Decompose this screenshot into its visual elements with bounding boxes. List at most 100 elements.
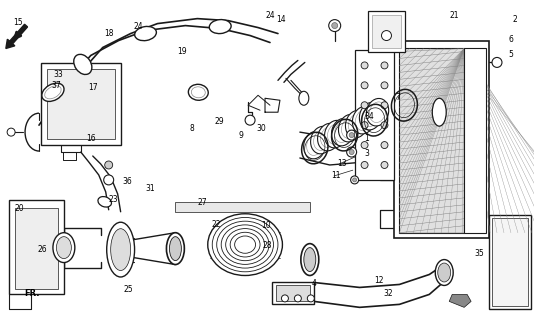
Ellipse shape — [435, 260, 453, 285]
Circle shape — [307, 295, 314, 302]
Ellipse shape — [42, 83, 64, 101]
Circle shape — [381, 31, 392, 41]
Circle shape — [104, 175, 113, 185]
Circle shape — [381, 122, 388, 129]
Text: 29: 29 — [214, 117, 224, 126]
Bar — [15, 208, 58, 289]
Ellipse shape — [346, 110, 368, 138]
Ellipse shape — [135, 27, 156, 41]
Bar — [276, 285, 310, 301]
Circle shape — [492, 58, 502, 68]
Text: 20: 20 — [14, 204, 24, 213]
Text: 27: 27 — [197, 197, 207, 206]
Circle shape — [361, 62, 368, 69]
Circle shape — [350, 176, 358, 184]
Bar — [492, 218, 528, 306]
Ellipse shape — [111, 229, 131, 270]
Ellipse shape — [53, 233, 75, 262]
Ellipse shape — [208, 214, 282, 276]
Circle shape — [381, 162, 388, 168]
Circle shape — [349, 132, 354, 138]
Text: 32: 32 — [384, 289, 393, 298]
Text: 22: 22 — [211, 220, 221, 229]
Ellipse shape — [166, 233, 185, 265]
Text: FR.: FR. — [24, 289, 40, 298]
Ellipse shape — [318, 123, 340, 151]
Ellipse shape — [188, 84, 208, 100]
Bar — [9, 200, 64, 294]
Bar — [355, 51, 394, 180]
Ellipse shape — [301, 244, 319, 276]
Bar — [394, 41, 489, 238]
Ellipse shape — [332, 118, 354, 146]
Text: 36: 36 — [123, 177, 132, 186]
Circle shape — [347, 147, 357, 157]
Text: 33: 33 — [54, 70, 64, 79]
Circle shape — [328, 20, 341, 32]
Ellipse shape — [432, 98, 446, 126]
Circle shape — [381, 102, 388, 109]
Circle shape — [361, 82, 368, 89]
Text: 37: 37 — [52, 81, 62, 90]
Bar — [41, 63, 120, 145]
Circle shape — [381, 62, 388, 69]
Text: 12: 12 — [374, 276, 384, 285]
Bar — [464, 49, 486, 233]
Text: 7: 7 — [395, 93, 400, 102]
Circle shape — [347, 130, 357, 140]
Ellipse shape — [438, 263, 450, 282]
Ellipse shape — [74, 54, 92, 75]
Circle shape — [245, 115, 255, 125]
Text: 8: 8 — [190, 124, 195, 132]
Text: 34: 34 — [364, 112, 374, 121]
Ellipse shape — [325, 120, 347, 148]
Bar — [371, 15, 401, 49]
Text: 35: 35 — [474, 250, 484, 259]
Text: 10: 10 — [261, 221, 271, 230]
Ellipse shape — [353, 107, 374, 134]
Text: 24: 24 — [266, 11, 276, 20]
Circle shape — [105, 161, 113, 169]
Polygon shape — [449, 294, 471, 307]
Bar — [489, 215, 531, 309]
Bar — [400, 49, 464, 233]
Text: 3: 3 — [364, 149, 369, 158]
Text: 14: 14 — [276, 15, 286, 24]
Bar — [272, 283, 314, 304]
Ellipse shape — [360, 102, 382, 130]
Circle shape — [361, 122, 368, 129]
Text: 30: 30 — [257, 124, 266, 133]
Text: 6: 6 — [508, 35, 513, 44]
Ellipse shape — [339, 114, 361, 142]
Circle shape — [361, 102, 368, 109]
Ellipse shape — [170, 237, 181, 260]
Circle shape — [349, 149, 354, 155]
Text: 13: 13 — [337, 159, 346, 168]
Text: 19: 19 — [177, 46, 187, 56]
Text: 25: 25 — [124, 285, 133, 294]
Circle shape — [361, 141, 368, 148]
Text: 4: 4 — [311, 279, 316, 288]
Ellipse shape — [98, 196, 111, 207]
Circle shape — [381, 82, 388, 89]
Circle shape — [294, 295, 301, 302]
Polygon shape — [175, 202, 310, 212]
Text: 24: 24 — [133, 22, 143, 31]
FancyArrow shape — [6, 24, 27, 49]
Text: 2: 2 — [513, 15, 517, 24]
Text: 28: 28 — [262, 241, 272, 250]
Ellipse shape — [209, 20, 231, 34]
Text: 5: 5 — [508, 50, 513, 59]
Text: 17: 17 — [88, 83, 97, 92]
Circle shape — [7, 128, 15, 136]
Circle shape — [381, 141, 388, 148]
Ellipse shape — [311, 126, 333, 154]
Ellipse shape — [304, 248, 316, 271]
Text: 16: 16 — [86, 134, 96, 143]
Ellipse shape — [299, 91, 309, 105]
Circle shape — [353, 178, 357, 182]
Text: 15: 15 — [13, 19, 22, 28]
Ellipse shape — [106, 222, 135, 277]
Text: 31: 31 — [145, 184, 155, 193]
Circle shape — [361, 162, 368, 168]
